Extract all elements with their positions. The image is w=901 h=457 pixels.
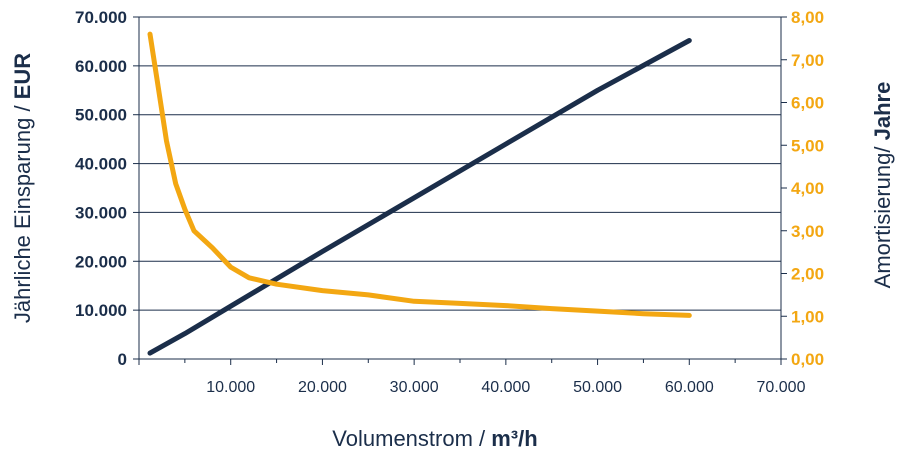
- right-axis-title-main: Amortisierung/: [870, 140, 895, 288]
- right-y-tick-label: 1,00: [791, 307, 824, 326]
- x-tick-label: 70.000: [757, 379, 806, 396]
- left-axis-title: Jährliche Einsparung / EUR: [10, 53, 35, 323]
- gridlines: [139, 16, 781, 311]
- x-tick-label: 10.000: [206, 379, 255, 396]
- right-y-tick-label: 3,00: [791, 222, 824, 241]
- right-y-tick-label: 6,00: [791, 94, 824, 113]
- right-axis-title: Amortisierung/ Jahre: [870, 82, 895, 289]
- right-axis-title-unit: Jahre: [870, 82, 895, 141]
- x-tick-label: 60.000: [665, 379, 714, 396]
- left-y-tick-label: 20.000: [75, 252, 127, 271]
- left-y-tick-label: 50.000: [75, 106, 127, 125]
- right-y-tick-label: 4,00: [791, 179, 824, 198]
- left-y-tick-label: 0: [118, 350, 127, 369]
- left-y-tick-label: 30.000: [75, 203, 127, 222]
- right-y-tick-label: 0,00: [791, 350, 824, 369]
- x-tick-label: 20.000: [298, 379, 347, 396]
- right-y-axis-ticks: 0,00 1,00 2,00 3,00 4,00 5,00 6,00 7,00 8,00: [781, 8, 824, 369]
- x-axis-title: Volumenstrom / m³/h: [332, 426, 537, 451]
- right-y-tick-label: 5,00: [791, 136, 824, 155]
- x-tick-label: 30.000: [390, 379, 439, 396]
- series-lines: [147, 31, 692, 356]
- left-y-tick-label: 10.000: [75, 301, 127, 320]
- amortisierung-line: [147, 31, 692, 318]
- left-axis-title-main: Jährliche Einsparung /: [10, 99, 35, 323]
- x-axis-ticks: 10.000 20.000 30.000 40.000 50.000 60.000 70.0…: [184, 359, 806, 396]
- x-axis-title-main: Volumenstrom /: [332, 426, 491, 451]
- x-tick-label: 40.000: [481, 379, 530, 396]
- left-y-axis-ticks: 0 10.000 20.000 30.000 40.000 50.000 60.000 70.…: [75, 8, 139, 369]
- x-axis-title-unit: m³/h: [491, 426, 537, 451]
- right-y-tick-label: 8,00: [791, 8, 824, 27]
- einsparung-line: [147, 38, 692, 356]
- x-tick-label: 50.000: [573, 379, 622, 396]
- right-y-tick-label: 7,00: [791, 51, 824, 70]
- left-y-tick-label: 60.000: [75, 57, 127, 76]
- right-y-tick-label: 2,00: [791, 265, 824, 284]
- left-y-tick-label: 70.000: [75, 8, 127, 27]
- left-axis-title-unit: EUR: [10, 53, 35, 100]
- left-y-tick-label: 40.000: [75, 155, 127, 174]
